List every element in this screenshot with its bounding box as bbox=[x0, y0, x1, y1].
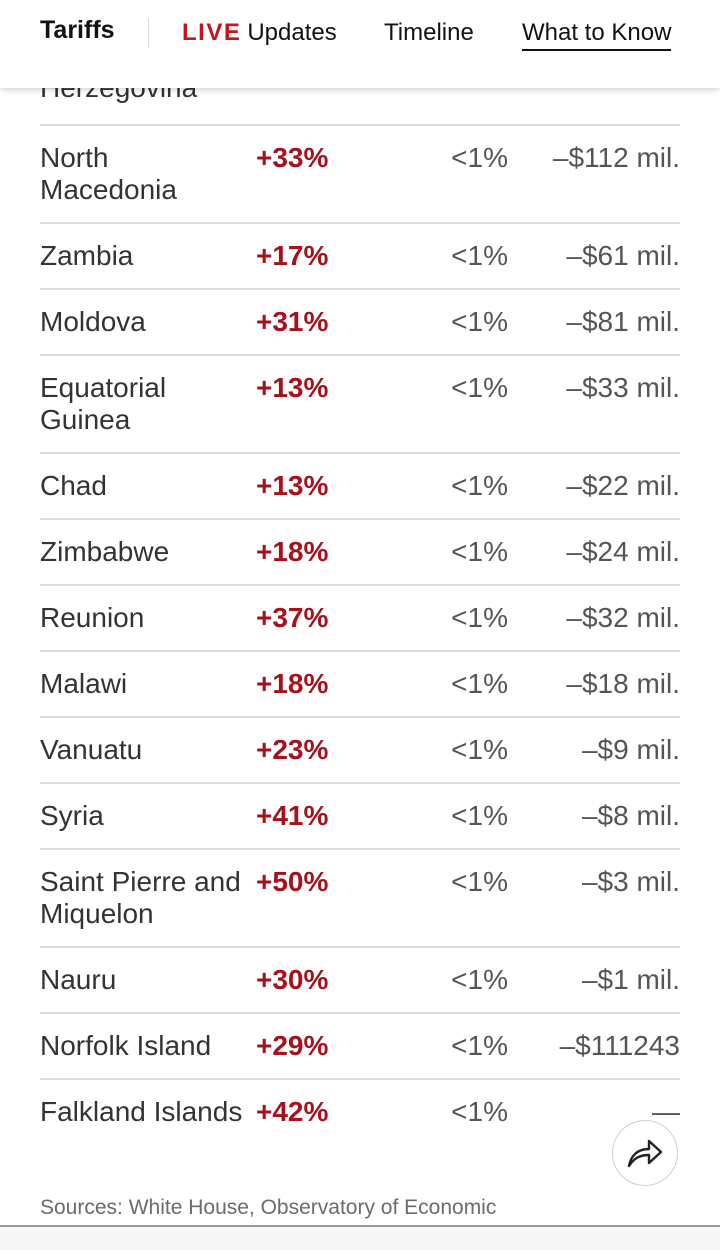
top-nav-bar: Tariffs LIVE Updates Timeline What to Kno… bbox=[0, 0, 720, 88]
trade-value: –$81 mil. bbox=[566, 306, 680, 337]
trade-value: –$22 mil. bbox=[566, 470, 680, 501]
import-share: <1% bbox=[451, 142, 508, 173]
tariff-change: +37% bbox=[256, 602, 329, 633]
trade-value: –$112 mil. bbox=[552, 142, 680, 173]
tariff-change: +18% bbox=[256, 536, 329, 567]
trade-value: –$33 mil. bbox=[566, 372, 680, 403]
tariff-change: +41% bbox=[256, 800, 329, 831]
table-row: Reunion +37% <1% –$32 mil. bbox=[40, 586, 680, 652]
country-name: Nauru bbox=[40, 964, 117, 995]
nav-live-updates-link[interactable]: LIVE Updates bbox=[182, 19, 337, 47]
trade-value: –$111243 bbox=[559, 1030, 680, 1061]
country-name: Zambia bbox=[40, 240, 134, 271]
country-name: Zimbabwe bbox=[40, 536, 170, 567]
country-name: Falkland Islands bbox=[40, 1096, 243, 1127]
country-name: Reunion bbox=[40, 602, 145, 633]
trade-value: –$18 mil. bbox=[566, 668, 680, 699]
tariff-change: +17% bbox=[256, 240, 329, 271]
share-button[interactable] bbox=[612, 1120, 678, 1186]
table-row: Saint Pierre and Miquelon +50% <1% –$3 m… bbox=[40, 850, 680, 948]
share-arrow-icon bbox=[625, 1136, 665, 1170]
import-share: <1% bbox=[451, 964, 508, 995]
table-row: Falkland Islands +42% <1% — bbox=[40, 1080, 680, 1178]
table-row: Zimbabwe +18% <1% –$24 mil. bbox=[40, 520, 680, 586]
trade-value: –$32 mil. bbox=[566, 602, 680, 633]
tariff-change: +13% bbox=[256, 372, 329, 403]
table-row: Vanuatu +23% <1% –$9 mil. bbox=[40, 718, 680, 784]
import-share: <1% bbox=[451, 866, 508, 897]
tariff-change: +18% bbox=[256, 668, 329, 699]
tariff-change: +13% bbox=[256, 470, 329, 501]
country-name: Saint Pierre and Miquelon bbox=[40, 866, 241, 929]
table-row: Nauru +30% <1% –$1 mil. bbox=[40, 948, 680, 1014]
table-row: Moldova +31% <1% –$81 mil. bbox=[40, 290, 680, 356]
table-row: Syria +41% <1% –$8 mil. bbox=[40, 784, 680, 850]
nav-divider bbox=[148, 18, 149, 48]
import-share: <1% bbox=[451, 536, 508, 567]
country-name: Chad bbox=[40, 470, 107, 501]
tariff-change: +50% bbox=[256, 866, 329, 897]
country-name: Moldova bbox=[40, 306, 146, 337]
tariff-change: +42% bbox=[256, 1096, 329, 1127]
import-share: <1% bbox=[451, 306, 508, 337]
table-row: Malawi +18% <1% –$18 mil. bbox=[40, 652, 680, 718]
tariff-change: +33% bbox=[256, 142, 329, 173]
import-share: <1% bbox=[451, 372, 508, 403]
country-name: North Macedonia bbox=[40, 142, 177, 205]
trade-value: –$24 mil. bbox=[566, 536, 680, 567]
table-row: Equatorial Guinea +13% <1% –$33 mil. bbox=[40, 356, 680, 454]
table-row: North Macedonia +33% <1% –$112 mil. bbox=[40, 126, 680, 224]
import-share: <1% bbox=[451, 734, 508, 765]
nav-timeline-link[interactable]: Timeline bbox=[384, 19, 474, 46]
country-name: Syria bbox=[40, 800, 104, 831]
trade-value: –$61 mil. bbox=[566, 240, 680, 271]
trade-value: –$9 mil. bbox=[581, 734, 680, 765]
country-name: Malawi bbox=[40, 668, 128, 699]
live-updates-label: Updates bbox=[247, 19, 337, 46]
trade-value: –$3 mil. bbox=[581, 866, 680, 897]
table-row: Chad +13% <1% –$22 mil. bbox=[40, 454, 680, 520]
country-name: Norfolk Island bbox=[40, 1030, 212, 1061]
tariff-change: +30% bbox=[256, 964, 329, 995]
table-row: Norfolk Island +29% <1% –$111243 bbox=[40, 1014, 680, 1080]
tariff-change: +31% bbox=[256, 306, 329, 337]
import-share: <1% bbox=[451, 1030, 508, 1061]
tariff-change: +23% bbox=[256, 734, 329, 765]
live-badge: LIVE bbox=[182, 19, 242, 46]
import-share: <1% bbox=[451, 800, 508, 831]
tariff-change: +29% bbox=[256, 1030, 329, 1061]
nav-brand-tariffs[interactable]: Tariffs bbox=[40, 16, 115, 44]
country-name: Equatorial Guinea bbox=[40, 372, 167, 435]
import-share: <1% bbox=[451, 668, 508, 699]
bottom-bar bbox=[0, 1225, 720, 1250]
nav-what-to-know-link[interactable]: What to Know bbox=[522, 19, 672, 51]
trade-value: –$8 mil. bbox=[581, 800, 680, 831]
import-share: <1% bbox=[451, 602, 508, 633]
sources-note: Sources: White House, Observatory of Eco… bbox=[40, 1196, 497, 1219]
import-share: <1% bbox=[451, 240, 508, 271]
country-name: Vanuatu bbox=[40, 734, 143, 765]
table-row: Zambia +17% <1% –$61 mil. bbox=[40, 224, 680, 290]
import-share: <1% bbox=[451, 1096, 508, 1127]
trade-value: –$1 mil. bbox=[581, 964, 680, 995]
import-share: <1% bbox=[451, 470, 508, 501]
